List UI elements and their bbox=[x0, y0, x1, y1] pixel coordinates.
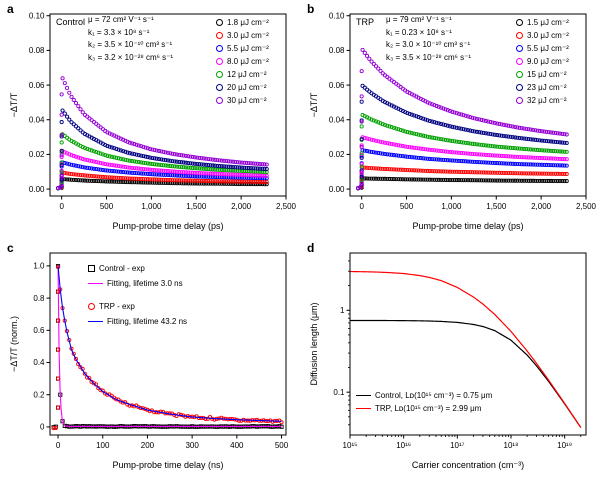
svg-text:0.06: 0.06 bbox=[29, 81, 45, 90]
panel-b-chart: 0 500 1,000 1,500 2,000 2,500 0.00 0.02 0.04 0.06… bbox=[308, 6, 597, 237]
svg-text:1.0: 1.0 bbox=[33, 262, 45, 271]
svg-text:0.10: 0.10 bbox=[29, 11, 45, 20]
panel-a-chart: 0 500 1,000 1,500 2,000 2,500 0.00 0.02 0.04 0.06… bbox=[8, 6, 297, 237]
series-1 bbox=[350, 270, 582, 428]
panel-d-plot: 10¹⁵ 10¹⁶ 10¹⁷ 10¹⁸ 10¹⁹ 0.1 1 Carrier concentr… bbox=[309, 252, 587, 470]
svg-text:0.8: 0.8 bbox=[33, 294, 45, 303]
svg-text:200: 200 bbox=[141, 441, 155, 450]
svg-text:Diffusion length (μm): Diffusion length (μm) bbox=[309, 302, 319, 385]
panel-d-chart: 10¹⁵ 10¹⁶ 10¹⁷ 10¹⁸ 10¹⁹ 0.1 1 Carrier concentr… bbox=[308, 245, 596, 476]
series-3 bbox=[356, 135, 569, 191]
svg-text:0.08: 0.08 bbox=[29, 46, 45, 55]
svg-text:Pump-probe time delay (ns): Pump-probe time delay (ns) bbox=[112, 460, 223, 470]
svg-text:1,000: 1,000 bbox=[141, 202, 162, 211]
series-3 bbox=[57, 265, 282, 422]
svg-text:−ΔT/T (norm.): −ΔT/T (norm.) bbox=[9, 316, 19, 372]
series-2 bbox=[56, 160, 269, 191]
svg-text:0.06: 0.06 bbox=[329, 81, 345, 90]
series-4 bbox=[356, 112, 569, 191]
svg-text:300: 300 bbox=[185, 441, 199, 450]
svg-text:10¹⁷: 10¹⁷ bbox=[450, 441, 465, 450]
svg-text:1: 1 bbox=[340, 306, 345, 315]
svg-text:1,500: 1,500 bbox=[186, 202, 207, 211]
series-1 bbox=[56, 170, 269, 191]
svg-text:500: 500 bbox=[400, 202, 414, 211]
panel-letter-c: c bbox=[7, 241, 14, 255]
svg-text:0.00: 0.00 bbox=[29, 185, 45, 194]
panel-a-plot: 0 500 1,000 1,500 2,000 2,500 0.00 0.02 0.04 0.06… bbox=[9, 11, 297, 231]
panel-c: c 0 100 200 300 400 500 0 0.2 0.4 0.6 0.8 1.0 Pump-p… bbox=[0, 239, 300, 478]
svg-text:0.2: 0.2 bbox=[33, 390, 45, 399]
panel-a: a 0 500 1,000 1,500 2,000 2,500 0.00 0.02 0.04 0.… bbox=[0, 0, 300, 239]
svg-text:10¹⁹: 10¹⁹ bbox=[557, 441, 572, 450]
series-1 bbox=[57, 265, 282, 428]
series-2 bbox=[356, 148, 569, 191]
series-6 bbox=[356, 47, 569, 191]
svg-text:2,500: 2,500 bbox=[576, 202, 596, 211]
series-5 bbox=[356, 83, 569, 191]
svg-text:0: 0 bbox=[59, 202, 64, 211]
svg-text:500: 500 bbox=[100, 202, 114, 211]
svg-text:0.6: 0.6 bbox=[33, 326, 45, 335]
panel-c-chart: 0 100 200 300 400 500 0 0.2 0.4 0.6 0.8 1.0 Pump-pro… bbox=[8, 245, 296, 476]
svg-text:100: 100 bbox=[96, 441, 110, 450]
svg-text:0.04: 0.04 bbox=[29, 115, 45, 124]
panel-letter-a: a bbox=[7, 2, 14, 16]
svg-text:0.4: 0.4 bbox=[33, 358, 45, 367]
series-0 bbox=[51, 264, 284, 430]
svg-text:10¹⁸: 10¹⁸ bbox=[504, 441, 519, 450]
svg-text:0.00: 0.00 bbox=[329, 185, 345, 194]
svg-text:1,000: 1,000 bbox=[441, 202, 462, 211]
panel-b-plot: 0 500 1,000 1,500 2,000 2,500 0.00 0.02 0.04 0.06… bbox=[309, 11, 597, 231]
svg-text:0.02: 0.02 bbox=[29, 150, 45, 159]
panel-c-plot: 0 100 200 300 400 500 0 0.2 0.4 0.6 0.8 1.0 Pump-pro… bbox=[9, 252, 289, 470]
panel-d: d 10¹⁵ 10¹⁶ 10¹⁷ 10¹⁸ 10¹⁹ 0.1 1 Carrier concen… bbox=[300, 239, 600, 478]
svg-text:10¹⁶: 10¹⁶ bbox=[396, 441, 411, 450]
panel-letter-d: d bbox=[307, 241, 315, 255]
svg-text:Pump-probe time delay (ps): Pump-probe time delay (ps) bbox=[112, 221, 223, 231]
svg-text:−ΔT/T: −ΔT/T bbox=[9, 92, 19, 117]
svg-text:Pump-probe time delay (ps): Pump-probe time delay (ps) bbox=[412, 221, 523, 231]
svg-text:0: 0 bbox=[40, 423, 45, 432]
svg-text:0.04: 0.04 bbox=[329, 115, 345, 124]
svg-text:500: 500 bbox=[275, 441, 289, 450]
series-0 bbox=[356, 176, 569, 191]
svg-text:0.08: 0.08 bbox=[329, 46, 345, 55]
svg-text:1,500: 1,500 bbox=[486, 202, 507, 211]
svg-text:10¹⁵: 10¹⁵ bbox=[343, 441, 358, 450]
svg-text:−ΔT/T: −ΔT/T bbox=[309, 92, 319, 117]
svg-text:0: 0 bbox=[359, 202, 364, 211]
series-2 bbox=[51, 264, 284, 431]
svg-text:2,500: 2,500 bbox=[276, 202, 296, 211]
panel-letter-b: b bbox=[307, 2, 315, 16]
svg-text:0.1: 0.1 bbox=[333, 388, 345, 397]
svg-text:2,000: 2,000 bbox=[531, 202, 552, 211]
series-6 bbox=[56, 76, 269, 191]
series-3 bbox=[56, 149, 269, 191]
svg-text:0: 0 bbox=[56, 441, 61, 450]
series-0 bbox=[350, 319, 582, 428]
series-4 bbox=[56, 132, 269, 191]
svg-text:0.02: 0.02 bbox=[329, 150, 345, 159]
svg-text:0.10: 0.10 bbox=[329, 11, 345, 20]
svg-text:2,000: 2,000 bbox=[231, 202, 252, 211]
panel-b: b 0 500 1,000 1,500 2,000 2,500 0.00 0.02 0.04 0.… bbox=[300, 0, 600, 239]
svg-text:Carrier concentration (cm⁻³): Carrier concentration (cm⁻³) bbox=[412, 460, 524, 470]
svg-text:400: 400 bbox=[230, 441, 244, 450]
